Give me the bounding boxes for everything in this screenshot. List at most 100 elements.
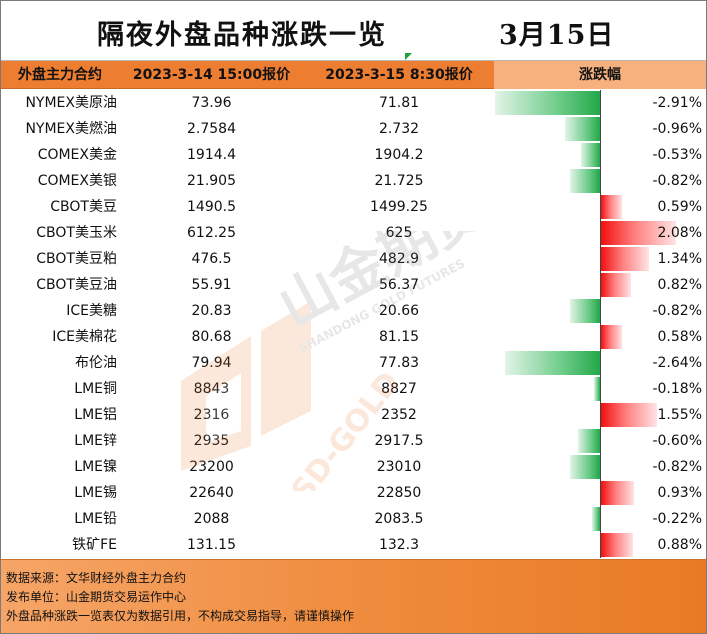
header-curr-quote: 2023-3-15 8:30报价: [325, 67, 473, 83]
change-bar-negative: [592, 507, 600, 531]
contract-name: CBOT美玉米: [36, 225, 117, 241]
table-body: NYMEX美原油 73.96 71.81 -2.91% NYMEX美燃油 2.7584 2.…: [1, 90, 706, 558]
header-contract: 外盘主力合约: [18, 67, 102, 83]
table-row: LME锌 2935 2917.5 -0.60%: [1, 428, 706, 454]
change-percent: -0.82%: [652, 459, 702, 475]
prev-quote: 55.91: [191, 277, 232, 293]
change-bar-positive: [601, 221, 676, 245]
change-bar-zone: [494, 117, 601, 141]
prev-quote: 79.94: [191, 355, 232, 371]
change-bar-zone: [494, 351, 601, 375]
change-bar-positive: [601, 325, 622, 349]
change-percent: -0.82%: [652, 173, 702, 189]
table-row: LME铝 2316 2352 1.55%: [1, 402, 706, 428]
contract-name: 铁矿FE: [72, 537, 117, 553]
change-bar-positive: [601, 273, 631, 297]
change-percent: -0.22%: [652, 511, 702, 527]
prev-quote: 2935: [193, 433, 230, 449]
change-bar-positive: [601, 247, 650, 271]
change-percent: -2.64%: [652, 355, 702, 371]
change-percent: 0.59%: [657, 199, 702, 215]
change-bar-negative: [593, 377, 600, 401]
change-percent: -2.91%: [652, 95, 702, 111]
change-bar-zone: [494, 429, 601, 453]
table-row: COMEX美金 1914.4 1904.2 -0.53%: [1, 142, 706, 168]
change-bar-negative: [570, 299, 600, 323]
contract-name: LME镍: [74, 459, 117, 475]
change-bar-zone: [494, 507, 601, 531]
change-percent: -0.53%: [652, 147, 702, 163]
footer-source: 数据来源：文华财经外盘主力合约: [6, 571, 187, 585]
contract-name: CBOT美豆粕: [36, 251, 117, 267]
change-percent: 0.58%: [657, 329, 702, 345]
prev-quote: 20.83: [191, 303, 232, 319]
header-change-background: [494, 61, 706, 89]
table-row: CBOT美豆粕 476.5 482.9 1.34%: [1, 246, 706, 272]
header-prev-quote: 2023-3-14 15:00报价: [132, 67, 291, 83]
table-row: 铁矿FE 131.15 132.3 0.88%: [1, 532, 706, 558]
prev-quote: 1490.5: [187, 199, 236, 215]
change-percent: -0.82%: [652, 303, 702, 319]
change-bar-negative: [565, 117, 600, 141]
curr-quote: 1904.2: [374, 147, 424, 163]
curr-quote: 1499.25: [370, 199, 428, 215]
curr-quote: 2.732: [378, 121, 420, 137]
change-bar-negative: [570, 169, 600, 193]
prev-quote: 73.96: [191, 95, 232, 111]
change-bar-zone: [494, 377, 601, 401]
change-bar-negative: [504, 351, 600, 375]
contract-name: LME铅: [74, 511, 117, 527]
contract-name: LME锌: [74, 433, 117, 449]
change-bar-positive: [601, 403, 657, 427]
prev-quote: 22640: [189, 485, 234, 501]
curr-quote: 71.81: [378, 95, 420, 111]
change-bar-negative: [578, 429, 600, 453]
table-row: LME铅 2088 2083.5 -0.22%: [1, 506, 706, 532]
table-row: ICE美棉花 80.68 81.15 0.58%: [1, 324, 706, 350]
footer-disclaimer: 外盘品种涨跌一览表仅为数据引用，不构成交易指导，请谨慎操作: [6, 609, 355, 623]
change-bar-zone: [494, 325, 622, 349]
table-row: CBOT美玉米 612.25 625 2.08%: [1, 220, 706, 246]
contract-name: NYMEX美燃油: [25, 121, 117, 137]
contract-name: LME锡: [74, 485, 117, 501]
change-percent: 0.82%: [657, 277, 702, 293]
bar-axis: [600, 90, 601, 558]
contract-name: ICE美棉花: [52, 329, 117, 345]
change-bar-negative: [570, 455, 600, 479]
prev-quote: 21.905: [187, 173, 236, 189]
title-row: 隔夜外盘品种涨跌一览 3月15日: [1, 1, 706, 61]
prev-quote: 80.68: [191, 329, 232, 345]
contract-name: CBOT美豆: [50, 199, 117, 215]
curr-quote: 81.15: [378, 329, 420, 345]
prev-quote: 8843: [193, 381, 230, 397]
table-row: LME铜 8843 8827 -0.18%: [1, 376, 706, 402]
change-bar-positive: [601, 481, 635, 505]
cell-comment-marker: [405, 53, 412, 60]
curr-quote: 20.66: [378, 303, 420, 319]
curr-quote: 482.9: [378, 251, 420, 267]
curr-quote: 22850: [376, 485, 422, 501]
change-bar-positive: [601, 533, 633, 557]
change-percent: 0.93%: [657, 485, 702, 501]
contract-name: 布伦油: [75, 355, 117, 371]
curr-quote: 56.37: [378, 277, 420, 293]
change-bar-zone: [494, 481, 635, 505]
prev-quote: 23200: [189, 459, 234, 475]
contract-name: NYMEX美原油: [25, 95, 117, 111]
table-row: ICE美糖 20.83 20.66 -0.82%: [1, 298, 706, 324]
contract-name: ICE美糖: [66, 303, 117, 319]
table-row: NYMEX美燃油 2.7584 2.732 -0.96%: [1, 116, 706, 142]
prev-quote: 2316: [193, 407, 230, 423]
table-row: CBOT美豆油 55.91 56.37 0.82%: [1, 272, 706, 298]
prev-quote: 2.7584: [187, 121, 236, 137]
change-bar-zone: [494, 91, 601, 115]
curr-quote: 132.3: [378, 537, 420, 553]
change-bar-zone: [494, 455, 601, 479]
contract-name: LME铝: [74, 407, 117, 423]
prev-quote: 612.25: [187, 225, 236, 241]
curr-quote: 2352: [381, 407, 417, 423]
change-bar-zone: [494, 247, 650, 271]
change-bar-positive: [601, 195, 623, 219]
prev-quote: 131.15: [187, 537, 236, 553]
